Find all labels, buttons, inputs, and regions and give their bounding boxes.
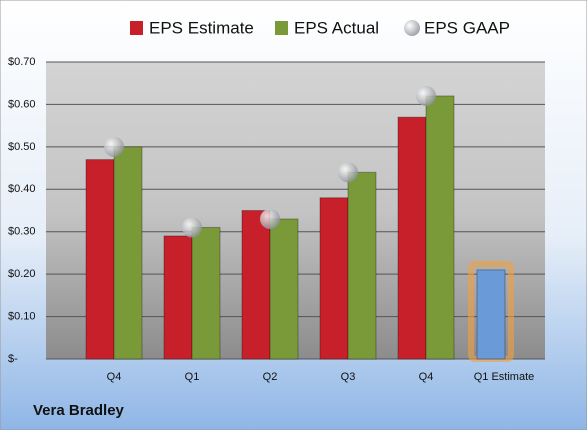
point [182,217,202,238]
bar [319,197,349,360]
bar [269,218,299,360]
point [416,85,436,106]
point [104,136,124,157]
y-tick-label: $- [8,353,18,365]
x-tick-label: Q3 [341,371,356,383]
legend-marker [404,20,420,36]
x-tick-label: Q4 [419,371,434,383]
bar [397,116,427,360]
x-tick-label: Q1 [185,371,200,383]
bar [163,235,193,360]
y-tick-label: $0.20 [8,268,36,280]
bar [425,95,455,360]
legend-label: EPS GAAP [424,18,510,37]
bar [113,146,143,360]
y-tick-label: $0.10 [8,310,36,322]
x-tick-label: Q1 Estimate [474,371,535,383]
x-tick-label: Q2 [263,371,278,383]
bar [476,269,506,360]
point [338,162,358,183]
y-tick-label: $0.70 [8,56,36,68]
chart-title: Vera Bradley [33,402,125,419]
bar [85,159,115,360]
bar [347,171,377,360]
bar [241,210,271,360]
legend-marker [130,21,143,35]
point [260,208,280,229]
y-tick-label: $0.40 [8,183,36,195]
legend-label: EPS Estimate [149,18,254,37]
bar [191,226,221,360]
legend-marker [275,21,288,35]
y-tick-label: $0.50 [8,141,36,153]
x-tick-label: Q4 [107,371,122,383]
legend-label: EPS Actual [294,18,379,37]
y-tick-label: $0.60 [8,98,36,110]
y-tick-label: $0.30 [8,226,36,238]
